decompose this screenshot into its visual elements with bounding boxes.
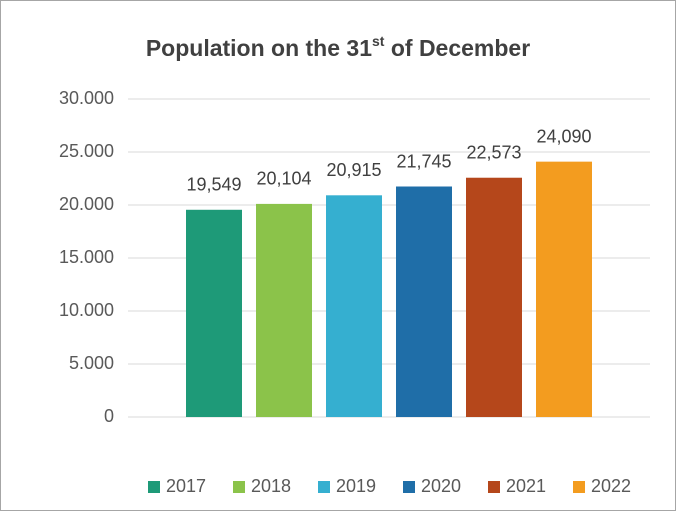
data-label: 20,104: [256, 169, 311, 189]
y-tick-label: 25.000: [59, 141, 114, 161]
legend-swatch: [233, 481, 245, 493]
y-tick-label: 0: [104, 406, 114, 426]
y-tick-label: 10.000: [59, 300, 114, 320]
y-tick-label: 20.000: [59, 194, 114, 214]
y-tick-label: 30.000: [59, 88, 114, 108]
bar: [536, 161, 592, 417]
data-label: 19,549: [186, 175, 241, 195]
y-tick-label: 15.000: [59, 247, 114, 267]
legend-label: 2022: [591, 476, 631, 496]
y-tick-label: 5.000: [69, 353, 114, 373]
legend-swatch: [488, 481, 500, 493]
legend-swatch: [573, 481, 585, 493]
chart-title: Population on the 31st of December: [146, 33, 530, 61]
legend-swatch: [403, 481, 415, 493]
legend-label: 2020: [421, 476, 461, 496]
bar: [466, 177, 522, 417]
legend-label: 2019: [336, 476, 376, 496]
data-label: 20,915: [326, 160, 381, 180]
data-label: 24,090: [536, 126, 591, 146]
data-label: 22,573: [466, 142, 521, 162]
bar: [326, 195, 382, 417]
data-label: 21,745: [396, 151, 451, 171]
legend-label: 2018: [251, 476, 291, 496]
bar: [396, 186, 452, 417]
legend-swatch: [318, 481, 330, 493]
bar: [256, 203, 312, 417]
legend-label: 2021: [506, 476, 546, 496]
bar: [186, 209, 242, 417]
legend-swatch: [148, 481, 160, 493]
legend-label: 2017: [166, 476, 206, 496]
